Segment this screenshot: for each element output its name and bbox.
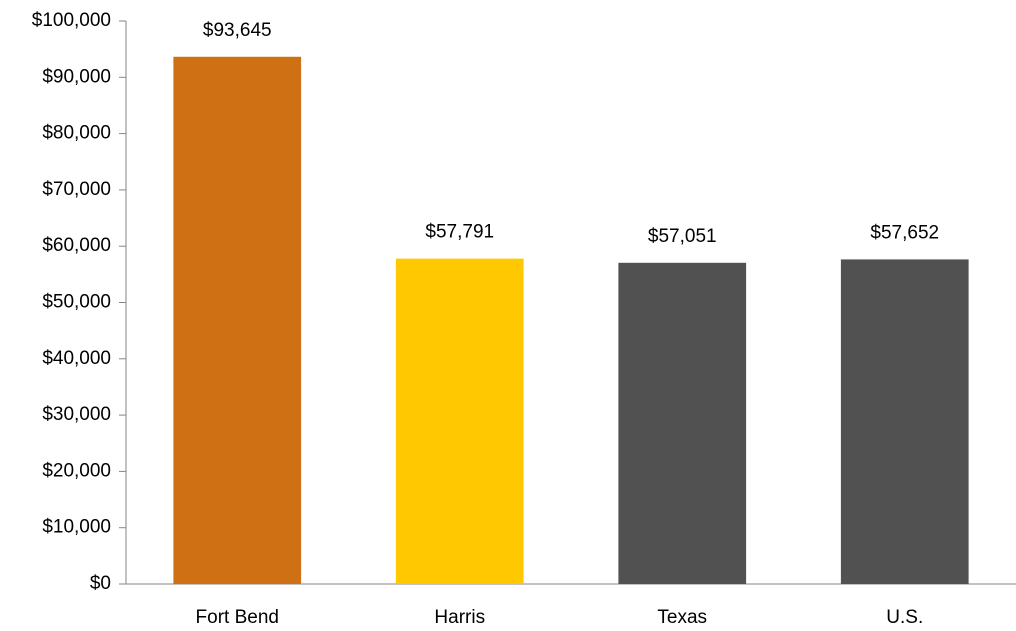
data-label: $57,652 bbox=[870, 222, 939, 243]
category-labels-group: Fort Bend Harris Texas U.S. bbox=[196, 607, 924, 628]
data-labels-group: $93,645 $57,791 $57,051 $57,652 bbox=[203, 20, 939, 247]
data-label: $57,051 bbox=[648, 226, 717, 247]
data-label: $93,645 bbox=[203, 20, 272, 41]
data-label: $57,791 bbox=[425, 222, 494, 243]
y-tick-label: $60,000 bbox=[42, 235, 111, 256]
y-tick-label: $90,000 bbox=[42, 66, 111, 87]
category-label: U.S. bbox=[886, 607, 923, 628]
y-tick-label: $80,000 bbox=[42, 123, 111, 144]
y-tick-label: $30,000 bbox=[42, 404, 111, 425]
y-tick-label: $50,000 bbox=[42, 292, 111, 313]
y-axis-ticks: $0 $10,000 $20,000 $30,000 $40,000 $50,000 $60… bbox=[32, 10, 126, 594]
y-tick-label: $70,000 bbox=[42, 179, 111, 200]
y-tick-label: $0 bbox=[90, 573, 111, 594]
category-label: Harris bbox=[434, 607, 485, 628]
bar-texas bbox=[618, 262, 747, 584]
y-tick-label: $40,000 bbox=[42, 348, 111, 369]
y-tick-label: $100,000 bbox=[32, 10, 111, 31]
bars-group bbox=[173, 56, 969, 585]
bar-fort-bend bbox=[173, 56, 302, 585]
category-label: Texas bbox=[657, 607, 707, 628]
y-tick-label: $10,000 bbox=[42, 517, 111, 538]
category-label: Fort Bend bbox=[196, 607, 279, 628]
y-tick-label: $20,000 bbox=[42, 460, 111, 481]
bar-harris bbox=[395, 258, 524, 584]
bar-u-s bbox=[840, 259, 969, 584]
